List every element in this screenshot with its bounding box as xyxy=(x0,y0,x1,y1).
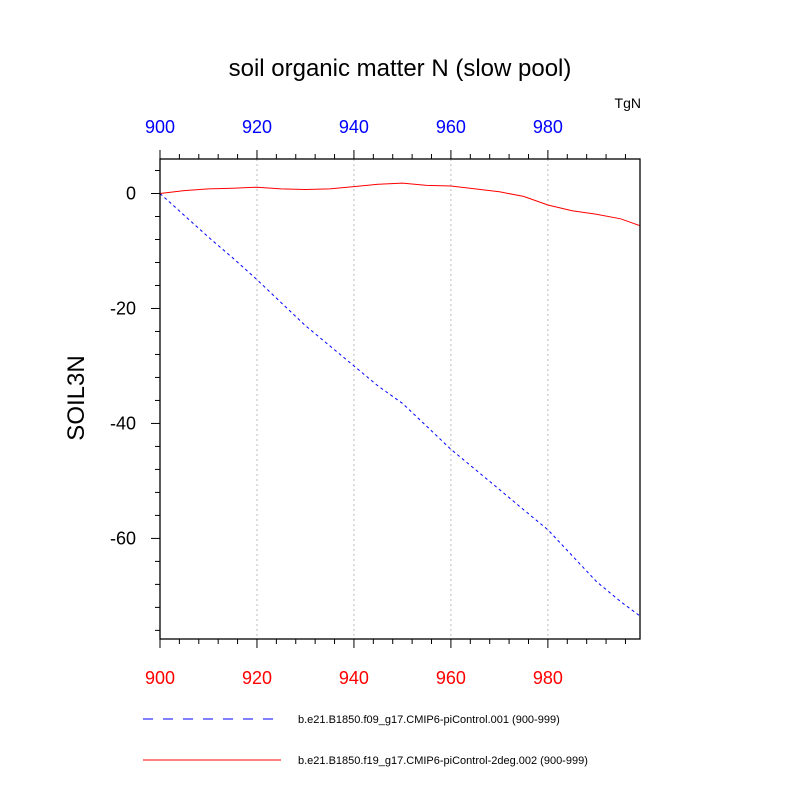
y-tick-label: 0 xyxy=(126,183,136,203)
grid-lines xyxy=(256,159,549,639)
legend: b.e21.B1850.f09_g17.CMIP6-piControl.001 … xyxy=(143,714,588,767)
plot-frame xyxy=(159,158,641,640)
x-tick-label-top: 960 xyxy=(436,117,466,137)
x-tick-label-top: 900 xyxy=(145,117,175,137)
x-tick-label-top: 940 xyxy=(339,117,369,137)
x-tick-label-bottom: 940 xyxy=(339,668,369,688)
x-tick-label-bottom: 980 xyxy=(533,668,563,688)
series-line-2 xyxy=(159,182,641,227)
axis-tick-labels: 900 900 920 920 940 940 960 960 980 980 0 -20 -40 -60 xyxy=(110,117,563,688)
y-axis-label: SOIL3N xyxy=(63,355,90,440)
chart-title: soil organic matter N (slow pool) xyxy=(229,55,572,82)
axis-ticks xyxy=(151,150,626,648)
x-tick-label-top: 920 xyxy=(242,117,272,137)
x-tick-label-bottom: 920 xyxy=(242,668,272,688)
plot-series xyxy=(159,182,641,617)
y-tick-label: -60 xyxy=(110,528,136,548)
y-tick-label: -40 xyxy=(110,413,136,433)
x-tick-label-bottom: 960 xyxy=(436,668,466,688)
legend-label-series-1: b.e21.B1850.f09_g17.CMIP6-piControl.001 … xyxy=(298,714,560,726)
legend-label-series-2: b.e21.B1850.f19_g17.CMIP6-piControl-2deg… xyxy=(298,755,588,767)
x-tick-label-bottom: 900 xyxy=(145,668,175,688)
series-line-1 xyxy=(159,193,641,617)
y-tick-label: -20 xyxy=(110,298,136,318)
units-label: TgN xyxy=(615,95,641,111)
x-tick-label-top: 980 xyxy=(533,117,563,137)
